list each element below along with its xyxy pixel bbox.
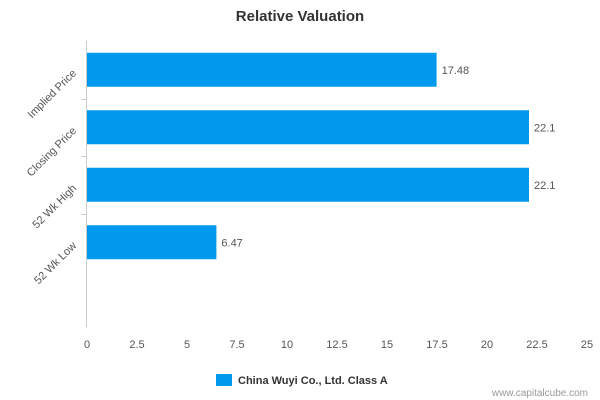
data-label: 22.1 xyxy=(534,180,555,192)
legend[interactable]: China Wuyi Co., Ltd. Class A xyxy=(216,374,388,387)
x-tick-label: 25 xyxy=(581,339,593,351)
x-tick-label: 5 xyxy=(184,339,190,351)
bar[interactable] xyxy=(87,167,529,202)
value-axis: 0 2.5 5 7.5 10 12.5 15 17.5 20 22.5 25 xyxy=(84,339,593,351)
x-tick-label: 10 xyxy=(281,339,293,351)
x-tick-label: 0 xyxy=(84,339,90,351)
data-label: 22.1 xyxy=(534,122,555,134)
credit-text: www.capitalcube.com xyxy=(491,388,588,399)
legend-label: China Wuyi Co., Ltd. Class A xyxy=(238,375,388,387)
category-label: Implied Price xyxy=(26,67,79,120)
legend-swatch xyxy=(216,374,232,386)
data-label: 17.48 xyxy=(442,65,470,77)
x-tick-label: 15 xyxy=(381,339,393,351)
x-tick-label: 12.5 xyxy=(326,339,347,351)
bar[interactable] xyxy=(87,225,217,260)
x-tick-label: 17.5 xyxy=(426,339,447,351)
x-tick-label: 2.5 xyxy=(129,339,144,351)
x-tick-label: 7.5 xyxy=(229,339,244,351)
bar[interactable] xyxy=(87,110,529,145)
chart-title: Relative Valuation xyxy=(236,8,364,25)
category-label: 52 Wk Low xyxy=(32,240,79,287)
x-tick-label: 20 xyxy=(481,339,493,351)
category-label: Closing Price xyxy=(25,125,79,179)
category-label: 52 Wk High xyxy=(30,182,79,231)
bar-series: 17.48 22.1 22.1 6.47 xyxy=(87,52,555,260)
bar[interactable] xyxy=(87,52,437,87)
data-label: 6.47 xyxy=(221,237,242,249)
x-tick-label: 22.5 xyxy=(526,339,547,351)
